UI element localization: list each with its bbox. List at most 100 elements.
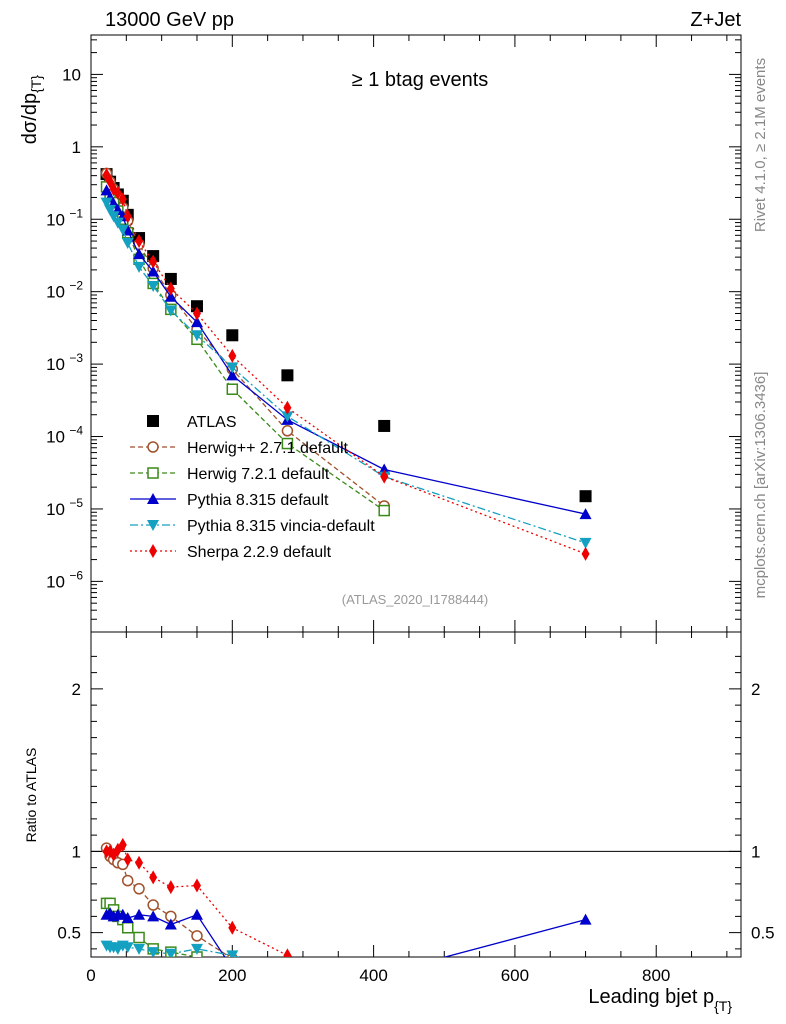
data-point-herwig-7-2-1-default — [226, 383, 239, 395]
data-point-pythia-8-315-default — [579, 508, 592, 520]
ratio-point-pythia-8-315-vincia-default — [147, 947, 160, 957]
x-tick-label: 400 — [359, 966, 387, 985]
ratio-point-pythia-8-315-vincia-default — [121, 942, 134, 954]
series-line-herwig-7-2-1-default — [105, 186, 385, 512]
ratio-point-pythia-8-315-default — [190, 908, 203, 920]
data-point-sherpa-2-2-9-default — [228, 348, 237, 363]
y-tick-label: 10 — [46, 210, 65, 229]
series-line-pythia-8-315-default — [105, 190, 586, 515]
energy-label: 13000 GeV pp — [105, 9, 234, 31]
legend-marker-atlas — [147, 415, 159, 427]
legend-marker-pythia-8-315-default — [147, 493, 159, 504]
main-axes: 10 −6 10 −5 10 −4 10 −3 10 −2 10 −1 1 10 — [46, 35, 741, 633]
ratio-point-pythia-8-315-vincia-default — [580, 972, 592, 983]
ratio-plot-frame — [90, 631, 742, 958]
ratio-point-pythia-8-315-vincia-default — [281, 965, 293, 976]
data-point-sherpa-2-2-9-default — [283, 400, 292, 415]
ratio-y-tick-label-right: 2 — [751, 680, 760, 699]
ratio-point-herwig-7-2-1-default — [133, 931, 145, 944]
ratio-point-pythia-8-315-vincia-default — [164, 948, 177, 957]
ratio-point-sherpa-2-2-9-default — [166, 880, 175, 895]
legend-marker-herwig-2-7-1-default — [147, 441, 159, 453]
ratio-point-pythia-8-315-default — [164, 918, 177, 930]
x-axis-title-sub: {T} — [714, 998, 732, 1014]
data-point-sherpa-2-2-9-default — [118, 192, 127, 207]
ratio-point-herwig-7-2-1-default — [379, 998, 389, 1008]
series-line-pythia-8-315-vincia-default — [105, 202, 586, 544]
ratio-y-tick-label-right: 0.5 — [751, 924, 775, 943]
process-label: Z+Jet — [690, 9, 741, 31]
ratio-point-pythia-8-315-default — [147, 910, 160, 922]
data-point-sherpa-2-2-9-default — [192, 306, 201, 321]
y-tick-label-exponent: −1 — [69, 206, 83, 220]
ratio-point-herwig-2-7-1-default — [191, 930, 203, 942]
data-point-sherpa-2-2-9-default — [166, 281, 175, 296]
ratio-point-pythia-8-315-default — [121, 912, 134, 923]
data-point-pythia-8-315-vincia-default — [226, 362, 239, 374]
ratio-y-tick-label: 1 — [72, 842, 81, 861]
legend-label-herwig-7-2-1-default: Herwig 7.2.1 default — [187, 466, 330, 483]
main-y-axis-title-sub: {T} — [28, 75, 44, 93]
data-point-pythia-8-315-default — [121, 224, 134, 236]
ratio-point-sherpa-2-2-9-default — [149, 870, 158, 885]
x-tick-label: 800 — [642, 966, 670, 985]
ratio-point-pythia-8-315-vincia-default — [133, 943, 146, 955]
y-tick-label: 10 — [46, 572, 65, 591]
main-y-axis-title: dσ/dp{T} — [19, 75, 44, 145]
data-point-pythia-8-315-default — [164, 290, 177, 302]
legend-label-herwig-2-7-1-default: Herwig++ 2.7.1 default — [187, 440, 349, 457]
data-point-pythia-8-315-default — [226, 369, 239, 381]
ratio-point-sherpa-2-2-9-default — [192, 878, 201, 893]
y-tick-label: 10 — [46, 355, 65, 374]
legend-marker-pythia-8-315-vincia-default — [147, 520, 159, 531]
data-point-sherpa-2-2-9-default — [113, 186, 122, 201]
ratio-y-tick-label: 2 — [72, 680, 81, 699]
ratio-point-herwig-2-7-1-default — [121, 874, 134, 887]
ratio-point-sherpa-2-2-9-default — [228, 920, 237, 935]
y-tick-label-exponent: −5 — [69, 496, 83, 510]
data-point-sherpa-2-2-9-default — [149, 254, 158, 269]
ratio-point-pythia-8-315-default — [133, 908, 146, 920]
data-point-pythia-8-315-default — [133, 248, 146, 260]
ratio-point-herwig-2-7-1-default — [282, 981, 292, 991]
ratio-axes: 0 200 400 600 800 0.5 0.5 1 1 2 2 — [57, 632, 775, 985]
ratio-point-herwig-2-7-1-default — [379, 996, 389, 1006]
main-y-axis-title-main: dσ/dp — [19, 93, 41, 144]
ratio-point-sherpa-2-2-9-default — [123, 852, 132, 867]
ratio-point-pythia-8-315-vincia-default — [190, 943, 203, 955]
main-plot-frame — [90, 34, 742, 633]
legend-label-atlas: ATLAS — [187, 414, 237, 431]
y-tick-label: 10 — [46, 500, 65, 519]
data-point-sherpa-2-2-9-default — [380, 469, 389, 484]
y-tick-label: 10 — [46, 428, 65, 447]
data-point-herwig-2-7-1-default — [281, 425, 294, 437]
ratio-point-sherpa-2-2-9-default — [118, 837, 127, 852]
selection-label: ≥ 1 btag events — [352, 69, 489, 91]
x-tick-label: 0 — [86, 966, 95, 985]
data-point-pythia-8-315-vincia-default — [111, 217, 124, 229]
y-tick-label: 10 — [46, 283, 65, 302]
legend-marker-herwig-7-2-1-default — [147, 467, 159, 479]
ratio-point-sherpa-2-2-9-default — [135, 855, 144, 870]
ratio-point-pythia-8-315-default — [579, 913, 592, 925]
ratio-y-tick-label-right: 1 — [751, 842, 760, 861]
legend-label-pythia-8-315-default: Pythia 8.315 default — [187, 492, 329, 509]
data-point-atlas — [281, 369, 294, 382]
data-point-pythia-8-315-vincia-default — [121, 238, 134, 250]
ratio-point-herwig-2-7-1-default — [133, 883, 145, 895]
ratio-y-axis-title: Ratio to ATLAS — [23, 748, 39, 843]
data-point-pythia-8-315-vincia-default — [104, 204, 117, 216]
data-point-atlas — [164, 272, 177, 285]
ratio-y-tick-label: 0.5 — [57, 924, 81, 943]
analysis-id-label: (ATLAS_2020_I1788444) — [342, 592, 488, 607]
y-tick-label-exponent: −2 — [69, 279, 83, 293]
data-point-herwig-7-2-1-default — [281, 437, 294, 450]
data-point-pythia-8-315-vincia-default — [164, 305, 177, 317]
data-point-atlas — [190, 300, 203, 313]
data-point-pythia-8-315-vincia-default — [133, 261, 146, 273]
ratio-point-herwig-2-7-1-default — [147, 899, 159, 911]
rivet-version-label: Rivet 4.1.0, ≥ 2.1M events — [752, 58, 769, 232]
data-point-pythia-8-315-vincia-default — [281, 411, 294, 423]
ratio-point-herwig-7-2-1-default — [282, 989, 292, 999]
